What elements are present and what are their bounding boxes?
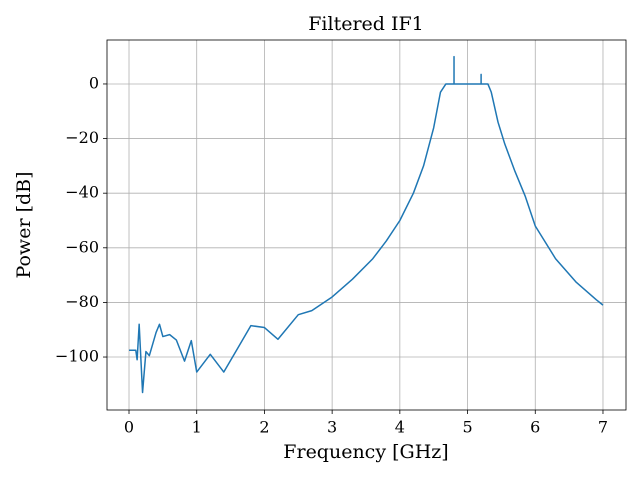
x-tick-label: 3 <box>327 418 337 437</box>
data-line <box>129 55 604 394</box>
y-tick-label: −80 <box>65 292 99 311</box>
y-tick-label: −20 <box>65 128 99 147</box>
x-tick-label: 7 <box>598 418 608 437</box>
x-tick-label: 2 <box>259 418 269 437</box>
x-axis-label: Frequency [GHz] <box>283 441 448 463</box>
y-tick-label: 0 <box>89 73 99 92</box>
x-tick-label: 5 <box>462 418 472 437</box>
x-tick-label: 6 <box>530 418 540 437</box>
y-axis-label: Power [dB] <box>13 171 35 278</box>
chart-title: Filtered IF1 <box>308 13 424 35</box>
y-tick-label: −60 <box>65 237 99 256</box>
x-tick-label: 1 <box>192 418 202 437</box>
y-tick-label: −100 <box>55 347 99 366</box>
x-tick-label: 4 <box>395 418 405 437</box>
y-tick-label: −40 <box>65 183 99 202</box>
plot-frame <box>106 39 627 411</box>
x-tick-label: 0 <box>124 418 134 437</box>
